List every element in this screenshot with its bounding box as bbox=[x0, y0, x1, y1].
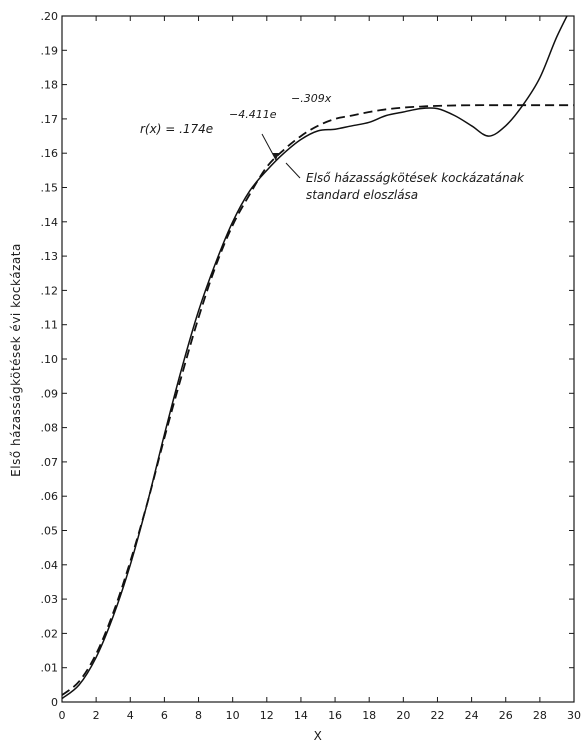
x-tick-label: 8 bbox=[195, 709, 202, 722]
x-tick-label: 28 bbox=[533, 709, 547, 722]
y-tick-label: .17 bbox=[41, 113, 59, 126]
curve-label-line-2: standard eloszlása bbox=[306, 188, 418, 202]
y-tick-label: .07 bbox=[41, 456, 59, 469]
y-tick-label: 0 bbox=[51, 696, 58, 709]
x-tick-label: 22 bbox=[430, 709, 444, 722]
y-tick-label: .10 bbox=[41, 353, 59, 366]
curve-label-pointer bbox=[285, 162, 301, 179]
formula-base: r(x) = .174e bbox=[140, 122, 213, 136]
x-tick-label: 30 bbox=[567, 709, 581, 722]
observed-curve-solid bbox=[62, 16, 568, 700]
formula-exponent: −4.411e bbox=[229, 108, 277, 121]
curve-label-annotation: Első házasságkötések kockázatának standa… bbox=[285, 162, 525, 202]
x-tick-label: 26 bbox=[499, 709, 513, 722]
x-tick-label: 14 bbox=[294, 709, 308, 722]
x-axis-title: X bbox=[314, 729, 323, 743]
y-tick-label: .14 bbox=[41, 216, 59, 229]
y-tick-label: .01 bbox=[41, 662, 59, 675]
y-axis-title: Első házasságkötések évi kockázata bbox=[9, 243, 23, 477]
y-tick-label: .15 bbox=[41, 182, 59, 195]
formula-exponent-inner: −.309x bbox=[291, 92, 332, 105]
y-tick-label: .03 bbox=[41, 593, 59, 606]
plot-frame bbox=[61, 15, 575, 703]
fitted-curve-dashed bbox=[62, 104, 574, 696]
curve-label-line-1: Első házasságkötések kockázatának bbox=[306, 171, 525, 185]
y-tick-label: .12 bbox=[41, 284, 59, 297]
y-tick-label: .20 bbox=[41, 10, 59, 23]
y-tick-label: .08 bbox=[41, 422, 59, 435]
x-tick-label: 18 bbox=[362, 709, 376, 722]
y-tick-label: .04 bbox=[41, 559, 59, 572]
x-tick-label: 20 bbox=[396, 709, 410, 722]
y-tick-label: .11 bbox=[41, 319, 59, 332]
x-tick-label: 4 bbox=[127, 709, 134, 722]
formula-annotation: r(x) = .174e −4.411e −.309x bbox=[140, 92, 332, 161]
y-tick-label: .05 bbox=[41, 525, 59, 538]
x-tick-label: 2 bbox=[93, 709, 100, 722]
x-tick-label: 12 bbox=[260, 709, 274, 722]
y-tick-label: .16 bbox=[41, 147, 59, 160]
y-tick-label: .19 bbox=[41, 44, 59, 57]
plot-axes bbox=[61, 15, 575, 703]
y-tick-label: .13 bbox=[41, 250, 59, 263]
axis-ticks: 0 2 4 6 8 10 12 14 16 18 20 22 24 26 28 300.01.02.03.04… bbox=[41, 10, 582, 722]
x-tick-label: 16 bbox=[328, 709, 342, 722]
y-tick-label: .02 bbox=[41, 627, 59, 640]
y-tick-label: .09 bbox=[41, 387, 59, 400]
x-tick-label: 10 bbox=[226, 709, 240, 722]
x-tick-label: 24 bbox=[465, 709, 479, 722]
x-tick-label: 6 bbox=[161, 709, 168, 722]
y-tick-label: .06 bbox=[41, 490, 59, 503]
series-group bbox=[62, 16, 574, 700]
y-tick-label: .18 bbox=[41, 79, 59, 92]
formula-pointer-head bbox=[272, 153, 279, 160]
x-tick-label: 0 bbox=[59, 709, 66, 722]
